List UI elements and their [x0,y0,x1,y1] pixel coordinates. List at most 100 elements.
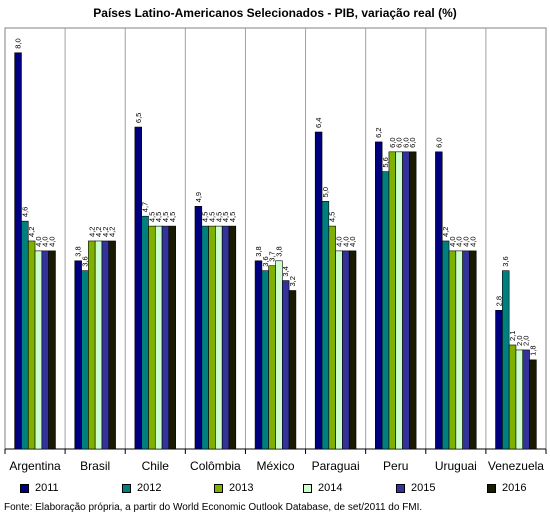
value-label: 2,1 [508,331,517,341]
bar-2014-6 [395,151,403,450]
bar-2015-7 [462,250,470,450]
bar-2011-7 [435,151,443,450]
bar-2013-7 [448,250,457,450]
bar-2012-2 [141,215,149,450]
bar-2012-0 [21,220,29,450]
value-label: 3,8 [74,246,83,256]
value-label: 5,0 [321,187,330,197]
legend-label: 2014 [318,482,343,494]
value-label: 4,6 [20,207,29,217]
bar-2012-6 [381,171,390,450]
bar-2013-1 [88,240,96,450]
bar-2016-3 [228,225,237,450]
bar-2013-5 [328,225,336,450]
bar-2015-2 [161,225,170,450]
bar-2012-3 [201,225,209,450]
bar-2011-5 [314,131,323,450]
legend-swatch [20,483,29,493]
bar-2012-5 [321,201,330,450]
value-label: 5,6 [381,157,390,167]
category-label: Uruguai [435,459,477,473]
bar-2014-3 [215,225,223,450]
value-label: 4,5 [214,212,223,222]
value-label: 6,0 [388,137,397,147]
category-label: Peru [383,459,408,473]
bar-2012-4 [261,270,269,450]
bar-2013-0 [27,240,36,450]
bar-2014-8 [515,349,524,450]
bar-2013-6 [388,151,397,450]
bar-2014-5 [335,250,343,450]
legend-label: 2013 [229,482,254,494]
bar-2016-0 [48,250,56,450]
category-label: Venezuela [488,459,544,473]
value-label: 4,0 [34,236,43,246]
bar-2016-2 [168,225,176,450]
value-label: 4,0 [341,236,350,246]
value-label: 6,0 [401,137,410,147]
category-label: México [256,459,294,473]
category-label: Paraguai [312,459,360,473]
bar-2016-6 [409,151,417,450]
bar-2015-3 [221,225,230,450]
bar-2016-1 [108,240,116,450]
legend-label: 2015 [411,482,436,494]
bar-2011-1 [74,260,82,450]
bar-2011-0 [14,52,22,450]
bar-2013-2 [148,225,156,450]
value-label: 3,6 [261,256,270,266]
value-label: 4,5 [221,212,230,222]
value-label: 4,0 [41,236,50,246]
chart-title: Países Latino-Americanos Selecionados - … [93,6,457,20]
legend-item-2011: 2011 [20,482,59,494]
bar-2014-2 [154,225,163,450]
value-label: 4,2 [441,227,450,237]
legend-swatch [122,483,131,493]
legend-swatch [303,483,312,493]
legend-item-2012: 2012 [122,482,161,494]
value-label: 3,7 [268,251,277,261]
bar-2015-0 [41,250,49,450]
value-label: 4,5 [328,212,337,222]
bar-2016-7 [469,250,477,450]
value-label: 4,0 [462,236,471,246]
bar-2014-1 [94,240,103,450]
bar-2015-4 [281,280,290,450]
value-label: 4,0 [335,236,344,246]
value-label: 2,0 [515,336,524,346]
bar-2013-3 [208,225,216,450]
bar-2015-1 [101,240,110,450]
legend-label: 2012 [137,482,162,494]
value-label: 3,8 [254,246,263,256]
value-label: 4,0 [468,236,477,246]
value-label: 4,0 [348,236,357,246]
bar-2011-2 [134,126,142,450]
legend: 2011 2012 2013 2014 2015 2016 [12,482,548,496]
value-label: 2,0 [522,336,531,346]
value-label: 6,4 [314,118,323,128]
value-label: 4,7 [141,202,150,212]
value-label: 4,2 [27,227,36,237]
legend-label: 2011 [35,482,59,494]
bar-2016-8 [529,359,537,450]
bar-2016-4 [288,290,297,450]
value-label: 3,6 [80,256,89,266]
value-label: 4,5 [161,212,170,222]
bar-2011-6 [375,141,383,450]
value-label: 4,0 [455,236,464,246]
category-label: Chile [142,459,170,473]
value-label: 6,5 [134,113,143,123]
value-label: 4,2 [108,227,117,237]
value-label: 6,2 [374,127,383,137]
bar-2014-0 [34,250,43,450]
value-label: 4,9 [194,192,203,202]
bar-2012-7 [441,240,450,450]
legend-item-2013: 2013 [214,482,253,494]
bar-2011-8 [495,310,503,450]
bar-2014-7 [455,250,463,450]
bar-2011-4 [254,260,263,450]
bar-2015-5 [342,250,350,450]
value-label: 6,0 [395,137,404,147]
value-label: 8,0 [14,38,23,48]
legend-label: 2016 [502,482,527,494]
